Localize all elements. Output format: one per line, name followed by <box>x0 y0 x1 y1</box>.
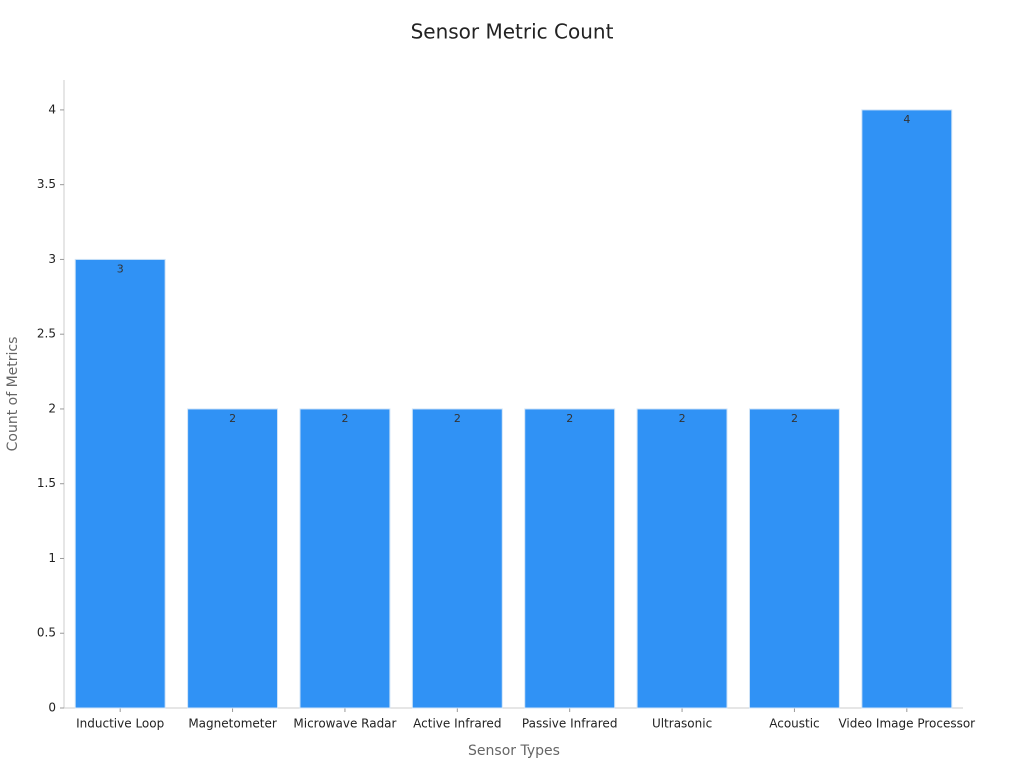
value-label: 2 <box>454 412 461 425</box>
chart-title: Sensor Metric Count <box>411 20 614 44</box>
value-label: 2 <box>341 412 348 425</box>
x-tick-label: Inductive Loop <box>76 717 164 731</box>
x-tick-label: Video Image Processor <box>838 717 975 731</box>
bar <box>748 408 840 709</box>
y-axis-label: Count of Metrics <box>5 337 21 452</box>
y-tick-label: 2.5 <box>37 327 56 341</box>
y-tick-label: 1.5 <box>37 476 56 490</box>
bar <box>74 258 166 709</box>
value-label: 2 <box>679 412 686 425</box>
value-label: 2 <box>566 412 573 425</box>
bar <box>187 408 279 709</box>
x-tick-label: Active Infrared <box>413 717 501 731</box>
y-tick-label: 1 <box>48 551 56 565</box>
bar <box>411 408 503 709</box>
value-label: 3 <box>117 262 124 275</box>
y-tick-label: 4 <box>48 102 56 116</box>
x-tick-label: Passive Infrared <box>522 717 618 731</box>
y-tick-label: 0.5 <box>37 626 56 640</box>
y-tick-label: 3.5 <box>37 177 56 191</box>
bar <box>636 408 728 709</box>
x-tick-label: Microwave Radar <box>293 717 396 731</box>
value-label: 4 <box>903 113 910 126</box>
y-tick-label: 2 <box>48 401 56 415</box>
x-tick-label: Acoustic <box>769 717 819 731</box>
y-tick-label: 3 <box>48 252 56 266</box>
value-label: 2 <box>229 412 236 425</box>
x-axis-label: Sensor Types <box>468 743 560 759</box>
x-tick-label: Ultrasonic <box>652 717 712 731</box>
x-tick-label: Magnetometer <box>188 717 277 731</box>
bar <box>524 408 616 709</box>
value-label: 2 <box>791 412 798 425</box>
bar <box>299 408 391 709</box>
bar <box>861 109 953 709</box>
y-tick-label: 0 <box>48 701 56 715</box>
